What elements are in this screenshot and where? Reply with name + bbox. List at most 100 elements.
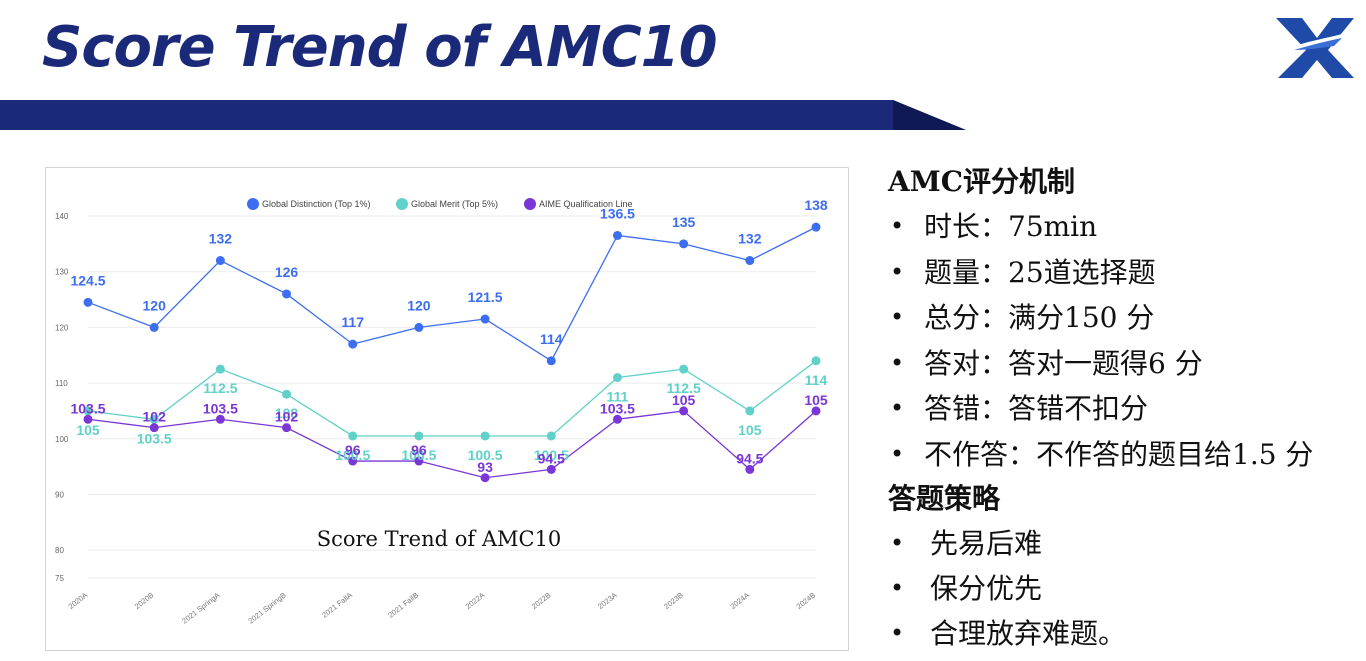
data-label: 136.5 <box>600 205 635 221</box>
data-label: 111 <box>607 389 629 405</box>
y-tick-label: 110 <box>55 379 68 388</box>
data-point <box>612 373 622 383</box>
list-item: • 保分优先 <box>888 566 1358 611</box>
data-point <box>282 423 292 433</box>
series-line <box>87 410 817 479</box>
y-tick-label: 140 <box>55 212 69 221</box>
data-point <box>348 456 358 466</box>
chart-canvas: 75 80 90 100 110 120 130 140 2020A 2020B 2021 Spri… <box>55 197 828 625</box>
data-point <box>745 464 755 474</box>
scoring-info-panel: AMC评分机制 • 时长：75min • 题量：25道选择题 • 总分：满分150 分… <box>888 160 1358 656</box>
list-item-text: 题量：25道选择题 <box>924 255 1156 289</box>
series-line <box>87 360 817 437</box>
list-item-text: 总分：满分150 分 <box>924 301 1155 334</box>
data-point <box>149 423 159 433</box>
list-item-text: 保分优先 <box>930 572 1043 605</box>
bullet-icon: • <box>890 394 905 422</box>
y-tick-label: 120 <box>55 323 69 332</box>
bullet-icon: • <box>890 529 905 557</box>
data-label: 103.5 <box>70 400 105 416</box>
data-point <box>546 356 556 366</box>
data-label: 100.5 <box>468 447 503 463</box>
y-tick-label: 75 <box>55 574 64 583</box>
data-label: 132 <box>209 231 233 247</box>
x-tick-label: 2020A <box>67 590 90 610</box>
strategy-list: • 先易后难 • 保分优先 • 合理放弃难题。 <box>888 521 1358 656</box>
data-label: 112.5 <box>203 380 237 396</box>
data-label: 94.5 <box>736 450 763 466</box>
data-point <box>745 256 755 266</box>
data-label: 94.5 <box>538 450 565 466</box>
list-item-text: 不作答：不作答的题目给1.5 分 <box>924 437 1314 471</box>
x-tick-label: 2022A <box>464 590 487 610</box>
x-tick-label: 2021 SpringA <box>180 590 221 625</box>
list-item: • 答错：答错不扣分 <box>888 386 1358 432</box>
data-point <box>83 414 93 424</box>
data-label: 114 <box>805 372 828 388</box>
data-label: 120 <box>407 297 431 313</box>
data-point <box>348 431 358 441</box>
bullet-icon: • <box>890 303 905 331</box>
data-point <box>679 406 689 416</box>
x-tick-label: 2021 FallA <box>320 590 354 619</box>
data-point <box>414 322 424 332</box>
data-point <box>149 414 159 424</box>
list-item-text: 合理放弃难题。 <box>930 617 1127 650</box>
data-point <box>612 230 622 240</box>
data-label: 112.5 <box>667 380 701 396</box>
data-point <box>811 222 821 232</box>
list-item: • 先易后难 <box>888 521 1358 566</box>
data-point <box>215 364 225 374</box>
legend-marker <box>247 198 259 210</box>
data-label: 105 <box>738 422 762 438</box>
y-tick-label: 80 <box>55 546 64 555</box>
x-tick-label: 2020B <box>133 590 156 610</box>
data-label: 102 <box>275 409 299 425</box>
mechanism-heading: AMC评分机制 <box>888 165 1076 198</box>
data-label: 120 <box>143 297 167 313</box>
page-title: Score Trend of AMC10 <box>42 15 718 80</box>
data-label: 124.5 <box>70 272 105 288</box>
data-label: 103.5 <box>203 400 238 416</box>
x-tick-label: 2024A <box>728 590 751 610</box>
data-label: 100.5 <box>335 447 370 463</box>
data-point <box>480 314 490 324</box>
title-underline-band <box>0 100 966 130</box>
data-label: 114 <box>540 331 563 347</box>
data-point <box>348 339 358 349</box>
data-label: 117 <box>341 314 364 330</box>
data-point <box>546 431 556 441</box>
list-item-text: 答对：答对一题得6 分 <box>924 346 1203 380</box>
list-item: • 答对：答对一题得6 分 <box>888 341 1358 387</box>
data-label: 96 <box>411 442 427 458</box>
list-item: • 不作答：不作答的题目给1.5 分 <box>888 432 1358 478</box>
y-tick-label: 130 <box>55 268 69 277</box>
data-point <box>215 414 225 424</box>
bullet-icon: • <box>890 348 905 377</box>
y-tick-label: 100 <box>55 435 69 444</box>
data-label: 103.5 <box>137 430 172 446</box>
x-tick-label: 2022B <box>530 590 553 610</box>
data-point <box>679 239 689 249</box>
data-label: 105 <box>804 392 828 408</box>
data-point <box>811 356 821 366</box>
brand-logo-icon <box>1276 18 1354 78</box>
bullet-icon: • <box>890 212 905 240</box>
data-label: 105 <box>76 422 100 438</box>
strategy-heading: 答题策略 <box>888 482 1001 515</box>
data-point <box>149 322 159 332</box>
data-label: 108 <box>275 405 299 421</box>
chart-title: Score Trend of AMC10 <box>317 527 562 551</box>
data-label: 96 <box>345 442 361 458</box>
data-point <box>83 406 93 416</box>
data-point <box>480 431 490 441</box>
data-label: 100.5 <box>401 447 436 463</box>
data-label: 93 <box>477 459 493 475</box>
y-tick-label: 90 <box>55 490 64 499</box>
bullet-icon: • <box>890 619 905 647</box>
legend-label: AIME Qualification Line <box>539 199 633 209</box>
x-tick-label: 2023A <box>596 590 619 610</box>
data-point <box>414 456 424 466</box>
bullet-icon: • <box>890 257 905 286</box>
data-point <box>480 473 490 483</box>
